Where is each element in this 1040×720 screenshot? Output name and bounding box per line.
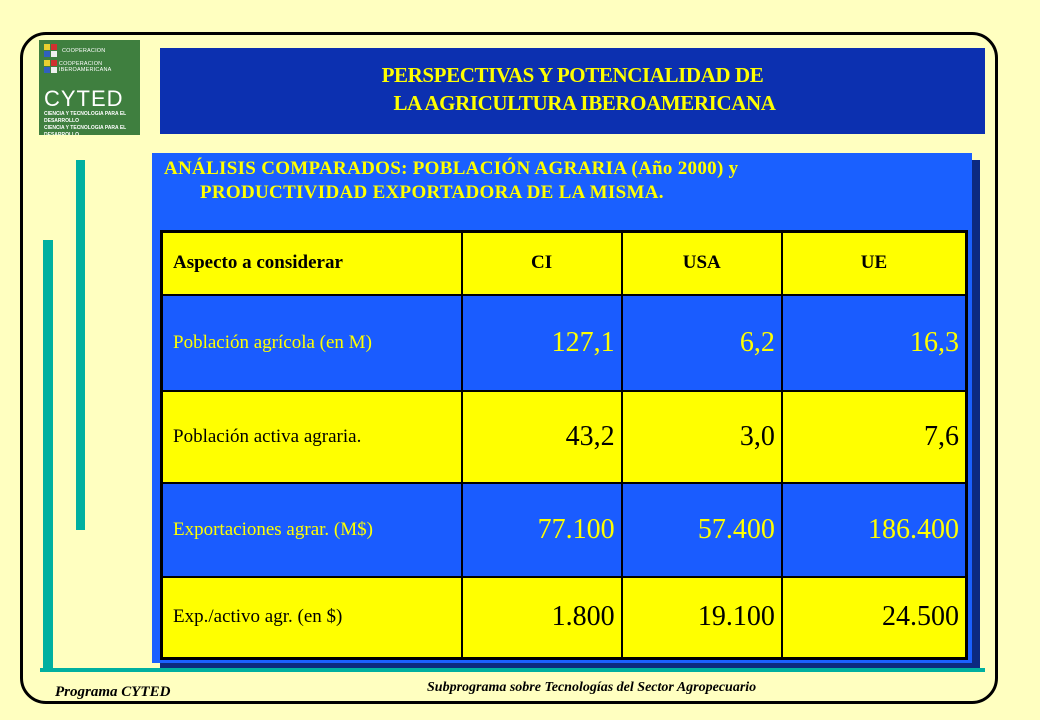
logo-name: CYTED [44,86,124,111]
table-row: Exportaciones agrar. (M$) 77.100 57.400 … [160,481,968,578]
comparison-table: Aspecto a considerar CI USA UE Población… [160,230,968,660]
header-usa: USA [620,230,783,296]
logo-tagline-2: CIENCIA Y TECNOLOGIA PARA EL DESARROLLO [44,125,127,135]
logo-tagline-1: CIENCIA Y TECNOLOGIA PARA EL DESARROLLO [44,111,127,124]
row-label: Exp./activo agr. (en $) [160,575,463,660]
header-ue: UE [780,230,968,296]
section-subtitle: ANÁLISIS COMPARADOS: POBLACIÓN AGRARIA (… [164,157,972,205]
value-usa: 3,0 [620,389,783,484]
table-row: Población agrícola (en M) 127,1 6,2 16,3 [160,293,968,392]
value-ue: 7,6 [780,389,968,484]
header-aspect: Aspecto a considerar [160,230,463,296]
header-ci: CI [460,230,623,296]
accent-bar-left [43,240,53,668]
value-ci: 77.100 [460,481,623,578]
footer-program: Programa CYTED [55,684,171,700]
cooperation-icon [44,60,57,73]
logo-line-2: COOPERACION IBEROAMERICANA [58,60,112,73]
subtitle-line-2: PRODUCTIVIDAD EXPORTADORA DE LA MISMA. [200,182,664,203]
value-ci: 127,1 [460,293,623,392]
value-ue: 16,3 [780,293,968,392]
title-banner: PERSPECTIVAS Y POTENCIALIDAD DE LA AGRIC… [160,48,985,134]
accent-bar-right [76,160,85,530]
row-label: Exportaciones agrar. (M$) [160,481,463,578]
table-row: Población activa agraria. 43,2 3,0 7,6 [160,389,968,484]
value-usa: 6,2 [620,293,783,392]
subtitle-line-1: ANÁLISIS COMPARADOS: POBLACIÓN AGRARIA (… [164,158,739,179]
value-ci: 1.800 [460,575,623,660]
table-header-row: Aspecto a considerar CI USA UE [160,230,968,296]
slide-frame [20,32,998,704]
cooperation-icon [44,44,58,57]
value-usa: 19.100 [620,575,783,660]
value-usa: 57.400 [620,481,783,578]
table-row: Exp./activo agr. (en $) 1.800 19.100 24.… [160,575,968,660]
logo-line-1: COOPERACION [62,47,106,54]
value-ue: 24.500 [780,575,968,660]
footer-divider [40,668,985,672]
cyted-logo: COOPERACION COOPERACION IBEROAMERICANA C… [39,40,140,135]
row-label: Población agrícola (en M) [160,293,463,392]
title-line-2: LA AGRICULTURA IBEROAMERICANA [393,91,776,115]
title-line-1: PERSPECTIVAS Y POTENCIALIDAD DE [381,63,764,87]
value-ci: 43,2 [460,389,623,484]
value-ue: 186.400 [780,481,968,578]
row-label: Población activa agraria. [160,389,463,484]
footer-subprogram: Subprograma sobre Tecnologías del Sector… [427,680,757,695]
